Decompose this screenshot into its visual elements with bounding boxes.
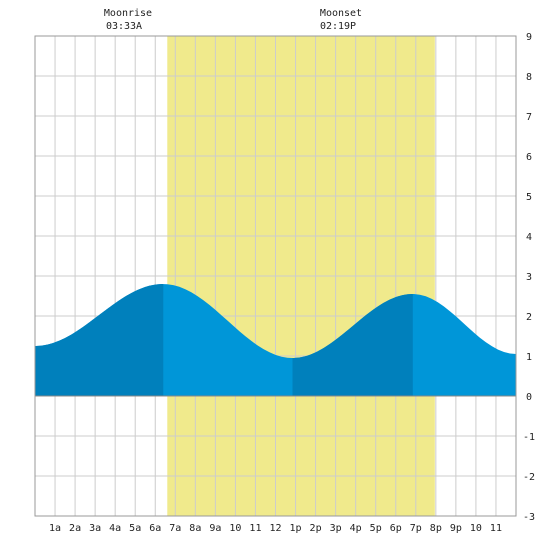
x-tick-label: 9a (209, 523, 221, 534)
x-tick-label: 8a (189, 523, 201, 534)
x-tick-label: 4p (350, 523, 362, 534)
x-tick-label: 11 (490, 523, 502, 534)
y-tick-label: 1 (526, 352, 532, 363)
tide-layer (35, 284, 516, 396)
y-tick-label: 9 (526, 32, 532, 43)
y-tick-label: 0 (526, 392, 532, 403)
x-tick-label: 3p (330, 523, 342, 534)
moonrise-label: Moonrise (104, 8, 152, 19)
moonrise-time: 03:33A (106, 21, 142, 32)
tide-area-dark-segment (35, 284, 164, 396)
x-tick-label: 3a (89, 523, 101, 534)
x-tick-label: 6p (390, 523, 402, 534)
x-tick-label: 12 (269, 523, 281, 534)
tide-area-dark-segment (292, 294, 413, 396)
y-tick-label: -1 (523, 432, 535, 443)
y-tick-label: 2 (526, 312, 532, 323)
x-tick-label: 10 (229, 523, 241, 534)
y-tick-label: 4 (526, 232, 532, 243)
moonset-time: 02:19P (320, 21, 356, 32)
x-tick-label: 9p (450, 523, 462, 534)
x-tick-label: 11 (249, 523, 261, 534)
x-tick-label: 7p (410, 523, 422, 534)
x-tick-label: 2p (310, 523, 322, 534)
x-tick-label: 5p (370, 523, 382, 534)
x-tick-label: 4a (109, 523, 121, 534)
x-tick-label: 1a (49, 523, 61, 534)
x-tick-label: 1p (290, 523, 302, 534)
x-tick-label: 6a (149, 523, 161, 534)
x-tick-label: 8p (430, 523, 442, 534)
plot-frame (34, 35, 517, 517)
y-tick-label: 5 (526, 192, 532, 203)
x-tick-label: 5a (129, 523, 141, 534)
y-tick-label: -3 (523, 512, 535, 523)
y-tick-label: 8 (526, 72, 532, 83)
grid-layer (35, 36, 516, 516)
y-tick-label: -2 (523, 472, 535, 483)
x-tick-label: 10 (470, 523, 482, 534)
y-tick-label: 7 (526, 112, 532, 123)
x-tick-label: 7a (169, 523, 181, 534)
y-tick-label: 3 (526, 272, 532, 283)
moonset-label: Moonset (320, 8, 362, 19)
y-tick-label: 6 (526, 152, 532, 163)
x-tick-label: 2a (69, 523, 81, 534)
